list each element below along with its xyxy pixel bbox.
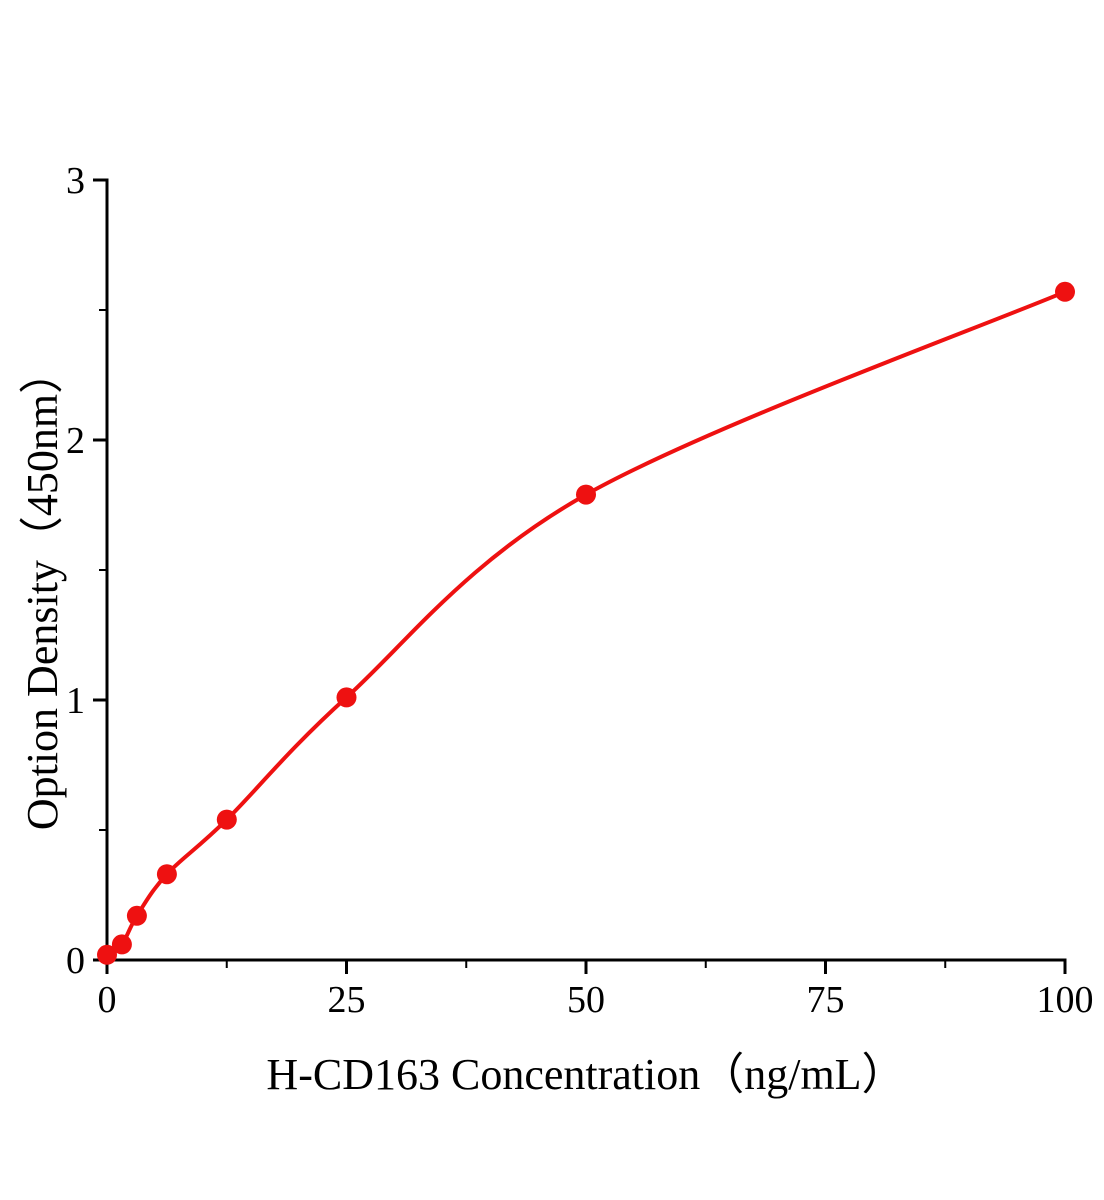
data-point bbox=[576, 484, 596, 505]
data-point bbox=[1055, 281, 1075, 302]
data-point bbox=[111, 934, 132, 955]
y-tick-label: 1 bbox=[66, 680, 85, 722]
x-tick-label: 75 bbox=[807, 979, 845, 1021]
data-point bbox=[216, 809, 237, 830]
data-point bbox=[126, 905, 147, 926]
data-point bbox=[156, 864, 177, 885]
fit-curve bbox=[105, 289, 1067, 957]
axes-lines bbox=[105, 178, 1067, 962]
y-tick-label: 0 bbox=[66, 940, 85, 982]
data-point bbox=[336, 687, 357, 708]
y-tick-label: 3 bbox=[66, 160, 85, 202]
x-tick-label: 25 bbox=[328, 979, 366, 1021]
y-tick-label: 2 bbox=[66, 420, 85, 462]
x-tick-label: 100 bbox=[1037, 979, 1094, 1021]
x-axis-title: H-CD163 Concentration（ng/mL） bbox=[266, 1050, 906, 1099]
x-tick-label: 0 bbox=[98, 979, 117, 1021]
y-axis-title: Option Density（450nm） bbox=[18, 349, 67, 831]
x-tick-label: 50 bbox=[567, 979, 605, 1021]
data-point bbox=[97, 944, 117, 965]
